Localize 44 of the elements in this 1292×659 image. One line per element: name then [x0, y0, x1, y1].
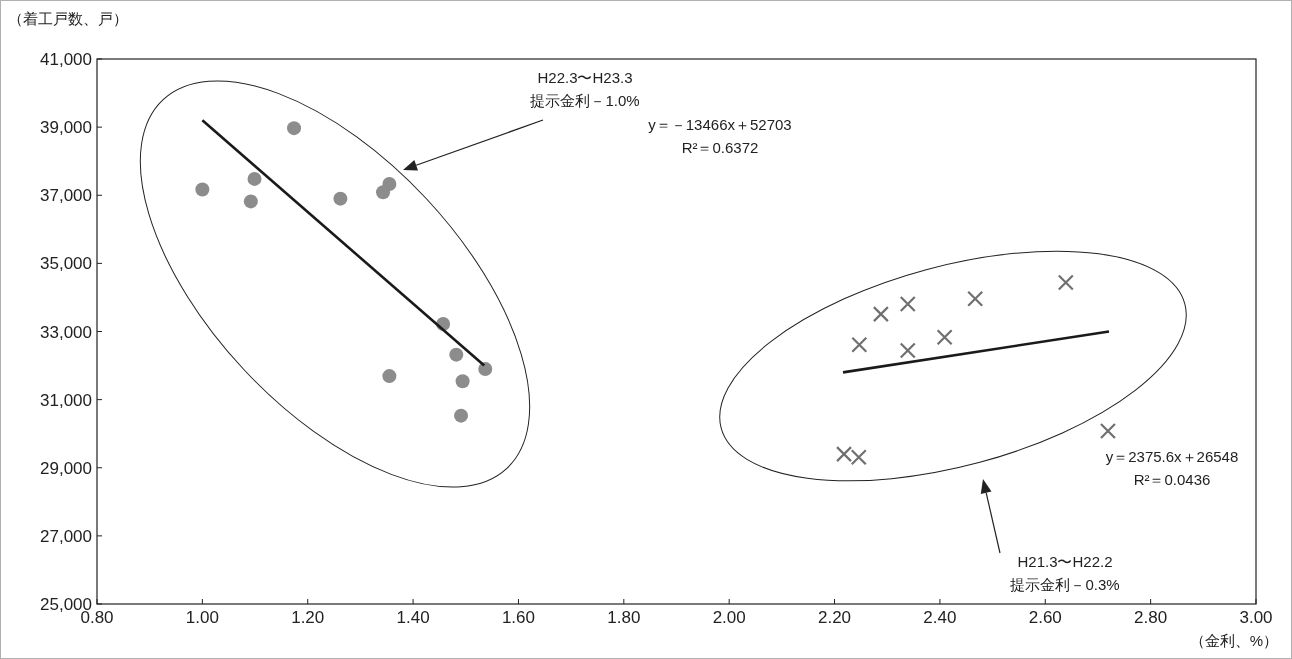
- y-tick-label: 31,000: [40, 390, 92, 410]
- x-tick-label: 1.40: [396, 608, 430, 627]
- point: [333, 191, 348, 206]
- point: [1099, 422, 1117, 440]
- point: [936, 329, 953, 346]
- y-tick-label: 41,000: [40, 50, 92, 69]
- y-tick-label: 33,000: [40, 322, 92, 342]
- x-tick-label: 3.00: [1239, 608, 1273, 627]
- point: [247, 171, 262, 186]
- point: [851, 336, 868, 353]
- y-tick-label: 37,000: [40, 186, 92, 206]
- y-tick-label: 29,000: [40, 458, 92, 478]
- annotation: H22.3〜H23.3 提示金利－1.0%: [530, 69, 640, 109]
- point: [899, 342, 916, 359]
- point: [872, 306, 890, 323]
- point: [449, 347, 464, 362]
- point: [455, 374, 470, 389]
- y-tick-label: 35,000: [40, 254, 92, 274]
- point: [1057, 274, 1074, 291]
- x-tick-label: 2.60: [1028, 608, 1062, 627]
- point: [382, 369, 397, 384]
- x-tick-label: 1.80: [607, 608, 641, 627]
- annotation: y＝－13466x＋52703 R²＝0.6372: [648, 116, 792, 156]
- annotation: H21.3〜H22.2 提示金利－0.3%: [1010, 553, 1120, 593]
- point: [376, 185, 391, 200]
- annotation: y＝2375.6x＋26548 R²＝0.0436: [1105, 448, 1239, 488]
- point: [243, 194, 258, 209]
- point: [967, 290, 984, 307]
- point: [478, 361, 493, 376]
- y-tick-label: 39,000: [40, 118, 92, 138]
- x-tick-label: 2.20: [818, 608, 852, 627]
- y-axis-title: （着工戸数、戸）: [8, 10, 128, 27]
- y-tick-label: 27,000: [40, 526, 92, 546]
- x-axis-title: （金利、%）: [1189, 632, 1278, 649]
- x-tick-label: 1.20: [291, 608, 325, 627]
- x-tick-label: 2.00: [712, 608, 746, 627]
- x-tick-label: 2.80: [1134, 608, 1168, 627]
- point: [454, 408, 469, 423]
- x-tick-label: 1.00: [185, 608, 219, 627]
- point: [899, 295, 916, 313]
- x-tick-label: 1.60: [501, 608, 535, 627]
- point: [195, 182, 210, 197]
- x-tick-label: 2.40: [923, 608, 957, 627]
- point: [287, 121, 302, 136]
